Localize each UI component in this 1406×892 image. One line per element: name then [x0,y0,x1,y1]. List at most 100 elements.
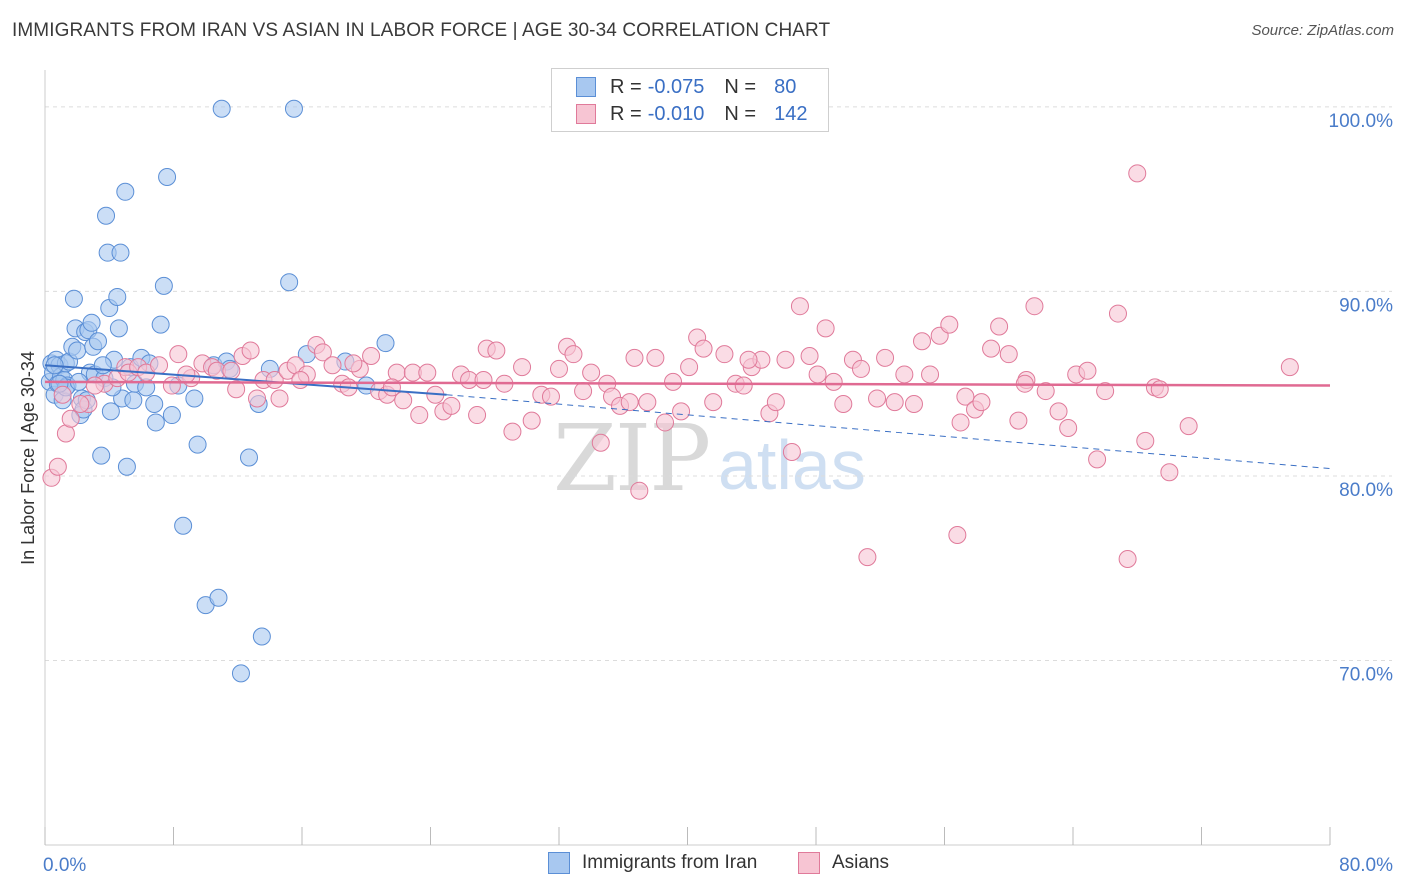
point-asians [564,345,583,364]
y-tick-label: 80.0% [1339,480,1393,501]
point-asians [990,317,1009,336]
point-asians [227,380,246,399]
point-asians [270,389,289,408]
point-immigrants-from-iran [151,315,170,334]
point-immigrants-from-iran [93,356,112,375]
point-asians [630,481,649,500]
point-asians [1096,382,1115,401]
point-asians [851,359,870,378]
legend-n-label: N = [724,102,757,125]
point-immigrants-from-iran [111,243,130,262]
correlation-legend: R = -0.075 N = 80 R = -0.010 N = 142 [551,68,829,132]
point-asians [1118,549,1137,568]
point-asians [715,345,734,364]
point-immigrants-from-iran [124,391,143,410]
axis-labels: 70.0% 80.0% 90.0% 100.0% 0.0% 80.0% In Labor F… [18,111,1393,876]
trend-line-asians [44,380,1331,387]
point-asians [876,348,895,367]
point-asians [313,343,332,362]
point-immigrants-from-iran [108,287,127,306]
point-asians [1088,450,1107,469]
point-asians [1049,402,1068,421]
point-asians [646,348,665,367]
point-asians [694,339,713,358]
point-asians [982,339,1001,358]
point-asians [766,393,785,412]
point-asians [834,394,853,413]
point-asians [468,406,487,425]
point-asians [241,341,260,360]
bottom-legend-swatch-asians [798,852,820,874]
point-asians [776,350,795,369]
point-asians [61,409,80,428]
point-immigrants-from-iran [154,276,173,295]
point-immigrants-from-iran [158,168,177,187]
y-tick-label: 100.0% [1329,111,1394,132]
legend-swatch-asians [576,104,596,124]
point-asians [150,356,169,375]
y-tick-label: 70.0% [1339,664,1393,685]
point-asians [574,382,593,401]
point-asians [824,372,843,391]
point-asians [895,365,914,384]
point-asians [951,413,970,432]
legend-r-label: R = [610,75,642,98]
point-asians [53,385,72,404]
point-asians [382,378,401,397]
point-asians [522,411,541,430]
trend-lines [44,364,1331,470]
x-tick-label: 0.0% [43,855,86,876]
point-asians [418,363,437,382]
point-asians [672,402,691,421]
series-asians [42,164,1299,568]
point-asians [1059,418,1078,437]
point-asians [739,350,758,369]
legend-n-value: 80 [774,75,797,98]
point-asians [248,389,267,408]
trend-line-iran [44,364,447,396]
point-immigrants-from-iran [209,588,228,607]
source-credit: Source: ZipAtlas.com [1251,22,1394,39]
legend-r-value: -0.075 [647,75,705,98]
point-asians [1025,297,1044,316]
legend-row-iran: R = -0.075 N = 80 [576,74,816,100]
point-asians [344,354,363,373]
point-asians [265,371,284,389]
point-asians [291,371,310,389]
point-asians [513,358,532,377]
point-asians [1036,382,1055,401]
point-asians [656,413,675,432]
point-asians [1280,358,1299,377]
point-immigrants-from-iran [109,319,128,338]
bottom-legend-label-iran: Immigrants from Iran [582,852,758,873]
point-asians [1179,417,1198,436]
point-asians [487,341,506,360]
point-immigrants-from-iran [280,273,299,292]
point-immigrants-from-iran [239,448,258,467]
point-immigrants-from-iran [212,99,231,118]
point-asians [162,376,181,395]
point-asians [48,457,67,476]
y-tick-label: 90.0% [1339,295,1393,316]
point-asians [972,393,991,412]
point-asians [1160,463,1179,482]
legend-r-label: R = [610,102,642,125]
point-asians [550,359,568,378]
point-asians [1078,361,1097,380]
point-asians [442,396,461,415]
point-immigrants-from-iran [117,457,136,476]
y-axis-label: In Labor Force | Age 30-34 [18,351,38,565]
point-immigrants-from-iran [231,664,250,683]
point-asians [999,345,1018,364]
point-asians [800,347,819,366]
trend-line-iran-extrapolated [446,394,1331,470]
point-asians [1128,164,1147,183]
point-asians [362,347,381,366]
point-asians [541,387,560,406]
point-immigrants-from-iran [101,402,120,421]
point-asians [913,332,932,351]
point-asians [474,371,493,389]
point-asians [625,348,644,367]
point-asians [503,422,522,441]
